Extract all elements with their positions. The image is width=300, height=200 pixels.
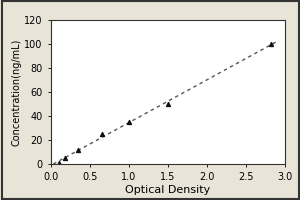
Point <box>99 132 104 136</box>
Y-axis label: Concentration(ng/mL): Concentration(ng/mL) <box>11 38 21 146</box>
Point <box>63 156 68 160</box>
X-axis label: Optical Density: Optical Density <box>125 185 211 195</box>
Point <box>166 102 170 106</box>
Point <box>268 42 273 46</box>
Point <box>127 120 131 124</box>
Point <box>56 161 61 164</box>
Point <box>76 148 81 151</box>
